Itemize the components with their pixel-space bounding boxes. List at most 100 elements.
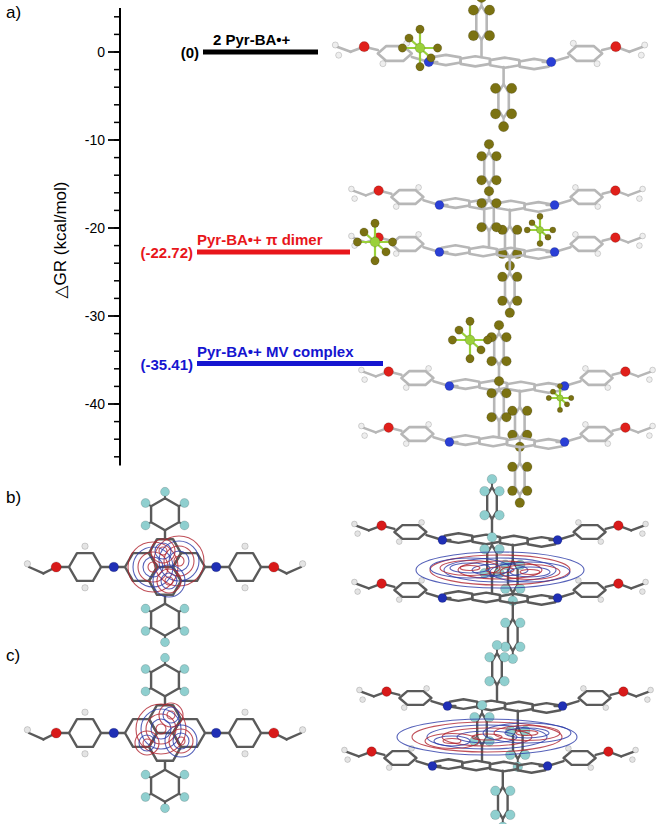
atom xyxy=(141,665,150,674)
atom xyxy=(637,243,643,249)
ring xyxy=(507,438,535,448)
level-labels: (0)2 Pyr-BA•+(-22.72)Pyr-BA•+ π dimer(-3… xyxy=(140,31,354,373)
isosurface-contour xyxy=(483,723,571,743)
atom xyxy=(553,536,562,545)
minor-tick xyxy=(114,122,120,124)
energy-level xyxy=(197,361,383,366)
isosurface-contour xyxy=(163,707,179,723)
atom xyxy=(637,196,643,202)
atom xyxy=(502,332,512,342)
bond xyxy=(512,603,514,619)
atom xyxy=(377,579,387,589)
data-label: (0) xyxy=(181,44,199,61)
tick-label: 0 xyxy=(97,44,105,60)
atom xyxy=(522,462,532,472)
atom xyxy=(109,562,119,572)
atom xyxy=(492,198,502,208)
isosurface-contour xyxy=(510,567,550,577)
ring xyxy=(445,533,473,543)
atom xyxy=(445,382,454,391)
atom xyxy=(487,532,497,542)
ring xyxy=(151,604,179,636)
ring xyxy=(472,593,500,603)
isosurface-contour xyxy=(460,566,480,571)
atom xyxy=(352,579,358,585)
isosurface-contour xyxy=(516,731,538,736)
atom xyxy=(180,687,189,696)
bond xyxy=(498,421,501,437)
atom xyxy=(357,687,363,693)
bond xyxy=(287,567,301,573)
atom xyxy=(508,462,518,472)
atom xyxy=(384,367,394,377)
atom xyxy=(419,520,425,526)
atom xyxy=(426,422,432,428)
atom xyxy=(507,83,517,93)
ring xyxy=(401,427,433,441)
tick-mark xyxy=(108,51,120,53)
bond xyxy=(636,692,649,697)
isosurface-contour xyxy=(434,736,470,746)
tick-mark xyxy=(108,227,120,229)
atom xyxy=(371,219,379,227)
atom xyxy=(650,423,656,429)
isosurface-contour xyxy=(505,728,549,738)
atom xyxy=(435,201,444,210)
bond xyxy=(480,40,483,57)
atom xyxy=(141,499,150,508)
atom xyxy=(495,486,505,496)
atom xyxy=(352,521,358,527)
bond xyxy=(363,428,376,433)
atom xyxy=(466,355,474,363)
minor-tick xyxy=(114,368,120,370)
atom xyxy=(480,510,490,520)
atom xyxy=(611,233,621,243)
minor-tick xyxy=(114,298,120,300)
bond xyxy=(346,752,359,757)
atom xyxy=(416,232,422,238)
axis-line xyxy=(119,8,121,466)
atom xyxy=(515,618,525,628)
atom xyxy=(522,486,532,496)
minor-tick xyxy=(114,245,120,247)
ring xyxy=(229,553,261,581)
atom xyxy=(180,770,189,779)
isosurface-contour xyxy=(159,547,167,555)
atom xyxy=(82,543,88,549)
minor-tick xyxy=(114,69,120,71)
minor-tick xyxy=(114,350,120,352)
minor-tick xyxy=(114,210,120,212)
atom xyxy=(576,520,582,526)
minor-tick xyxy=(114,86,120,88)
atom xyxy=(242,751,248,757)
atom xyxy=(490,83,500,93)
atom xyxy=(500,676,510,686)
atom xyxy=(487,412,497,422)
atom xyxy=(558,702,567,711)
minor-tick xyxy=(114,104,120,106)
isosurface-contour xyxy=(167,711,175,719)
ring xyxy=(477,701,505,711)
minor-tick xyxy=(114,456,120,458)
atom xyxy=(398,44,406,52)
ring xyxy=(450,699,478,709)
atom xyxy=(141,604,150,613)
atom xyxy=(415,43,425,53)
atom xyxy=(498,296,508,306)
ring xyxy=(574,525,606,539)
ring xyxy=(490,58,519,68)
structures xyxy=(24,0,655,824)
atom xyxy=(362,433,368,439)
ring xyxy=(445,591,473,601)
ring xyxy=(535,383,563,393)
atom xyxy=(499,122,509,132)
atom xyxy=(573,185,579,191)
ring xyxy=(497,248,525,258)
atom xyxy=(445,438,454,447)
atom xyxy=(24,727,30,733)
bond xyxy=(29,733,43,739)
atom xyxy=(483,336,491,344)
ring xyxy=(435,759,463,769)
tick-label: -40 xyxy=(85,396,105,412)
atom xyxy=(492,222,502,232)
